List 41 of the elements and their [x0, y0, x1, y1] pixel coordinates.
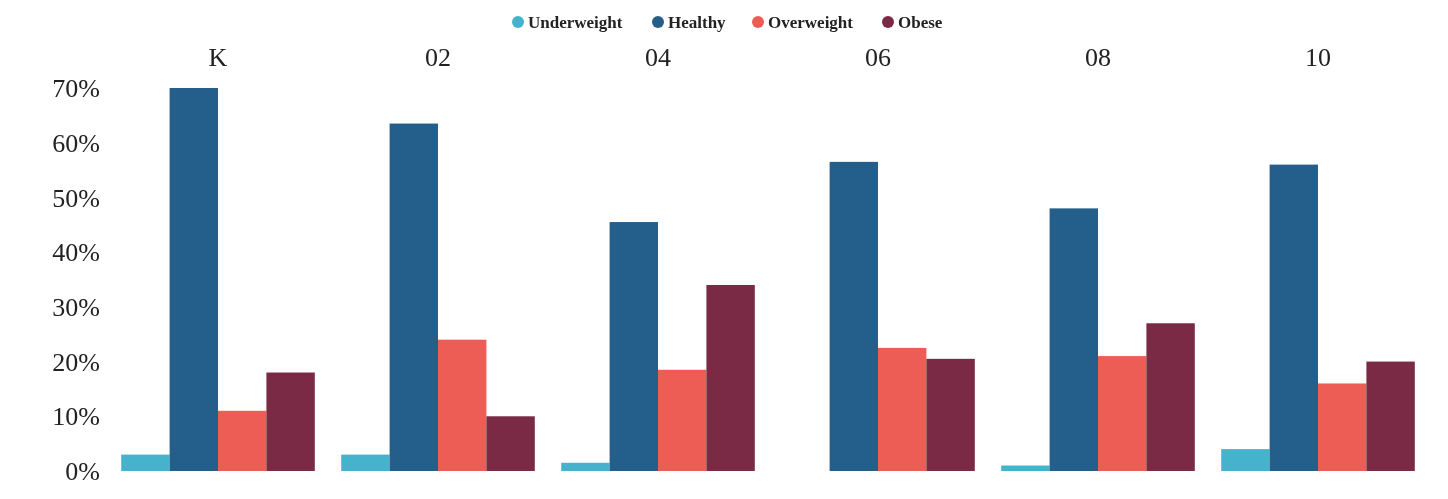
bar	[658, 369, 707, 471]
y-tick-label: 10%	[52, 402, 100, 432]
bar	[486, 416, 535, 471]
legend-label: Obese	[898, 12, 943, 32]
bar	[878, 347, 927, 471]
legend-label: Overweight	[768, 12, 854, 32]
bar	[169, 88, 218, 471]
bar	[561, 462, 610, 471]
x-tick-label: 06	[865, 43, 891, 72]
bar	[218, 410, 267, 471]
x-tick-label: 10	[1305, 43, 1331, 72]
y-tick-label: 50%	[52, 183, 100, 213]
bar	[829, 161, 878, 471]
bar	[1049, 208, 1098, 471]
bar	[341, 454, 390, 471]
y-tick-label: 40%	[52, 238, 100, 268]
bar	[926, 358, 975, 471]
x-tick-label: 04	[645, 43, 671, 72]
y-tick-label: 30%	[52, 292, 100, 322]
bar	[438, 339, 487, 471]
bar	[609, 222, 658, 471]
y-tick-label: 60%	[52, 128, 100, 158]
bar	[1269, 164, 1318, 471]
bar	[266, 372, 315, 471]
bar	[1001, 465, 1050, 471]
legend-label: Healthy	[668, 12, 727, 32]
y-tick-label: 20%	[52, 347, 100, 377]
bar	[1318, 383, 1367, 471]
x-tick-label: 02	[425, 43, 451, 72]
bar	[121, 454, 170, 471]
bar	[1366, 361, 1415, 471]
bar	[1146, 323, 1195, 471]
x-tick-label: K	[208, 43, 228, 72]
bar	[389, 123, 438, 471]
x-tick-label: 08	[1085, 43, 1111, 72]
y-tick-label: 0%	[65, 457, 100, 487]
bar	[706, 284, 755, 471]
y-tick-label: 70%	[52, 74, 100, 104]
bar	[1221, 449, 1270, 471]
bar	[1098, 356, 1147, 471]
legend-label: Underweight	[528, 12, 623, 32]
